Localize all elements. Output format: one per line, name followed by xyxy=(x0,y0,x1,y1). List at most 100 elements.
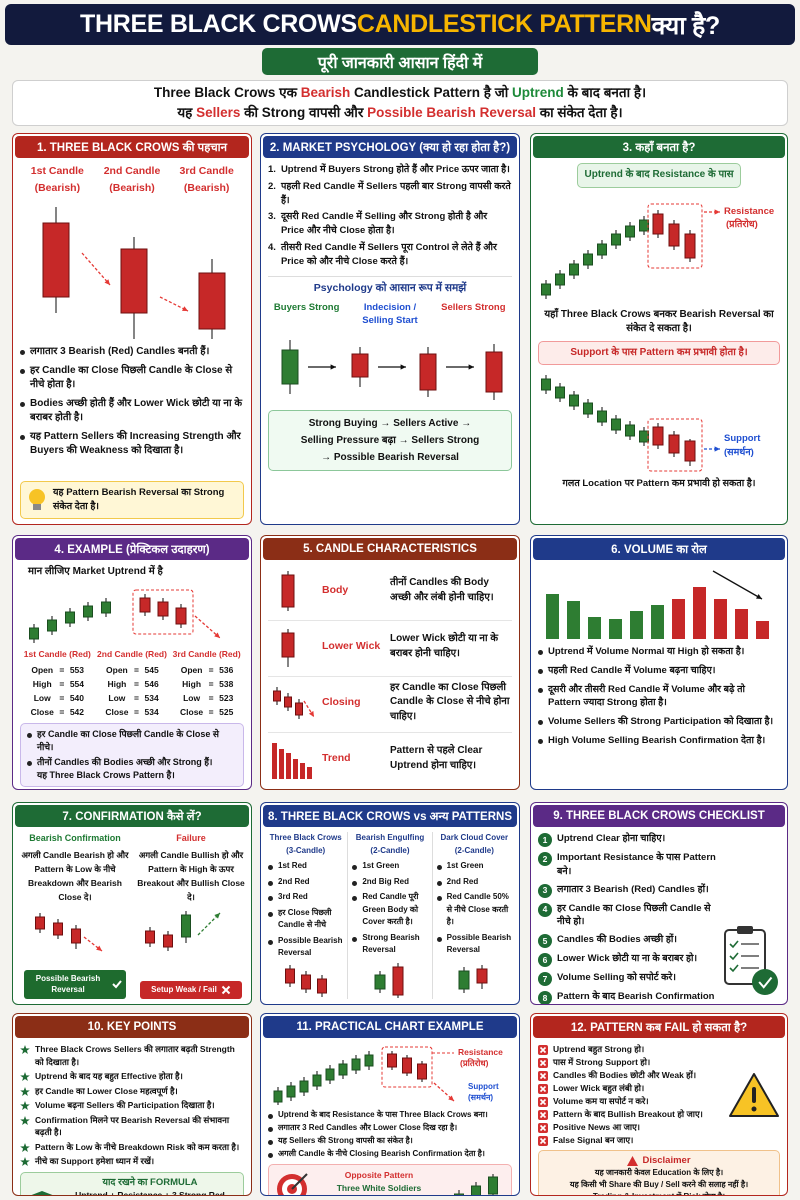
list-item: 1st Red xyxy=(268,860,343,873)
item-text: Pattern के बाद Bullish Breakout हो जाए। xyxy=(553,1109,703,1119)
check-text: Pattern के बाद Bearish Confirmation मिले… xyxy=(557,991,715,1003)
text-part: Sellers xyxy=(196,105,241,120)
list-item: Lower Wick बहुत लंबी हो। xyxy=(538,1082,724,1094)
trend-bar xyxy=(300,762,305,779)
formula-title: याद रखने का FORMULA xyxy=(102,1176,198,1188)
check-text: Candles की Bodies अच्छी हों। xyxy=(557,934,677,946)
ohlc-columns: 1st Candle (Red) Open = 553 High = 554 Low = 540 C… xyxy=(20,648,244,719)
arrow-head xyxy=(182,306,188,311)
text-part: क्या है? xyxy=(651,11,721,40)
arrow-head xyxy=(756,594,762,599)
step-text: Uptrend में Buyers Strong होते हैं और Pr… xyxy=(280,164,510,175)
check-item: 4 हर Candle का Close पिछली Candle से नीचे… xyxy=(538,902,722,930)
candle-body xyxy=(597,410,607,423)
candle-body xyxy=(47,619,57,631)
label-line: (Bearish) xyxy=(34,182,81,194)
trend-bar xyxy=(279,748,284,779)
x-icon xyxy=(539,1046,547,1054)
panel-title: 4. EXAMPLE (प्रेक्टिकल उदाहरण) xyxy=(15,538,249,560)
illustration xyxy=(20,1157,30,1166)
item-text: False Signal बन जाए। xyxy=(553,1135,634,1145)
tick xyxy=(729,952,739,961)
candle-body xyxy=(120,248,148,314)
star-icon xyxy=(20,1045,30,1054)
disclaimer-title: Disclaimer xyxy=(545,1155,773,1167)
list-item: Uptrend बहुत Strong हो। xyxy=(538,1043,724,1055)
steps: 1. Uptrend में Buyers Strong होते हैं और … xyxy=(268,163,512,268)
list: Uptrend में Volume Normal या High हो सकत… xyxy=(538,645,780,748)
list-item: लगातार 3 Bearish (Red) Candles बनती हैं। xyxy=(20,345,244,360)
candle-body xyxy=(286,1085,296,1098)
item-text: Volume कम या सपोर्ट न करे। xyxy=(553,1096,649,1106)
bullet xyxy=(20,434,25,440)
bullet xyxy=(27,760,32,766)
panel-body: 1st Candle (Bearish) 2nd Candle (Bearish) 3r… xyxy=(13,158,251,524)
bullet xyxy=(268,939,273,945)
check-num: 1 xyxy=(538,833,552,847)
illustration xyxy=(20,1086,30,1096)
candle-body xyxy=(65,611,75,623)
ohlc-cell: Close xyxy=(180,706,204,717)
arrow-head xyxy=(214,631,220,638)
disclaimer-box: Disclaimer यह जानकारी केवल Education के ल… xyxy=(538,1150,780,1195)
candle-body xyxy=(364,1054,374,1067)
bulb-base xyxy=(33,504,41,511)
illustration xyxy=(29,489,45,511)
compare-column: Three Black Crows (3-Candle) 1st Red 2nd Re… xyxy=(268,832,343,999)
support-label: Support xyxy=(468,1082,499,1091)
candle-body xyxy=(583,402,593,415)
check-text: हर Candle का Close पिछली Candle से नीचे … xyxy=(557,902,711,928)
candle-body xyxy=(639,430,649,443)
characteristic: Lower Wick Lower Wick छोटी या ना के बराबर… xyxy=(268,620,512,672)
candle-body xyxy=(569,263,579,275)
candle-label: 1st Candle (Bearish) xyxy=(20,163,95,197)
flow-line: Selling Pressure बढ़ा → Sellers Strong xyxy=(300,435,480,447)
list-item: 2nd Red xyxy=(268,876,343,889)
support-label: Support xyxy=(724,433,761,444)
result-badge: Setup Weak / Fail xyxy=(140,981,242,999)
candle-body xyxy=(488,1176,498,1194)
text-part: का संकेत देता है। xyxy=(535,105,623,120)
list-item: Strong Bearish Reversal xyxy=(352,932,427,957)
illustration xyxy=(284,965,327,997)
ohlc-table: Open = 545 High = 546 Low = 534 Close = 534 xyxy=(95,663,170,719)
panel-title: 2. MARKET PSYCHOLOGY (क्या हो रहा होता ह… xyxy=(263,136,517,158)
panel: 4. EXAMPLE (प्रेक्टिकल उदाहरण) मान लीजिए … xyxy=(12,535,252,790)
ohlc-cell: Open xyxy=(180,664,203,675)
step: 3. दूसरी Red Candle में Selling और Strong… xyxy=(268,210,512,238)
flow-line: Strong Buying → Sellers Active → xyxy=(308,418,472,430)
ohlc-column: 3rd Candle (Red) Open = 536 High = 538 Low = 523 C… xyxy=(169,648,244,719)
item-text: Positive News आ जाए। xyxy=(553,1122,641,1132)
item-text: पहली Red Candle में Volume बढ़ना चाहिए। xyxy=(548,664,716,676)
list-item: यह Pattern Sellers की Increasing Strengt… xyxy=(20,430,244,459)
formula-box: याद रखने का FORMULA Uptrend + Resistance … xyxy=(20,1171,244,1195)
text-part: Three Black Crows एक xyxy=(153,85,301,100)
intro-box: Three Black Crows एक Bearish Candlestick… xyxy=(12,80,788,126)
label-line: 1st Candle xyxy=(30,165,84,177)
panel-title: 8. THREE BLACK CROWS vs अन्य PATTERNS xyxy=(263,805,517,827)
arrow-head xyxy=(448,1095,454,1101)
illustration xyxy=(20,1045,30,1054)
candle-body xyxy=(273,1090,283,1103)
resistance-label: (प्रतिरोध) xyxy=(726,218,758,230)
list-item: Volume Sellers की Strong Participation क… xyxy=(538,715,780,729)
location-text: यहाँ Three Black Crows बनकर Bearish Reve… xyxy=(544,308,774,335)
panel: 5. CANDLE CHARACTERISTICS Body तीनों Candl… xyxy=(260,535,520,790)
candle-body xyxy=(163,934,173,948)
conclusion: यह Three Black Crows Pattern है। xyxy=(37,769,175,780)
ohlc-cell: 538 xyxy=(219,678,234,689)
panel-title: 1. THREE BLACK CROWS की पहचान xyxy=(15,136,249,158)
candle-body xyxy=(611,418,621,431)
stages: Buyers Strong Indecision / Selling Start S… xyxy=(268,301,512,329)
panel: 9. THREE BLACK CROWS CHECKLIST 1 Uptrend C… xyxy=(530,802,788,1005)
illustration xyxy=(374,963,404,998)
panel-body: Three Black Crows Sellers की लगातार बढ़त… xyxy=(13,1038,251,1195)
warning-box: Support के पास Pattern कम प्रभावी होता ह… xyxy=(538,340,780,365)
ohlc-cell: = xyxy=(134,706,139,717)
ohlc-cell: = xyxy=(134,678,139,689)
characteristic-label: Lower Wick xyxy=(322,639,381,652)
candle-body xyxy=(458,970,470,990)
item-text: Volume बढ़ना Sellers की Participation दि… xyxy=(35,1100,215,1110)
confirm-column: Failure अगली Candle Bullish हो और Pattern… xyxy=(136,832,246,999)
candle-body xyxy=(374,974,386,990)
